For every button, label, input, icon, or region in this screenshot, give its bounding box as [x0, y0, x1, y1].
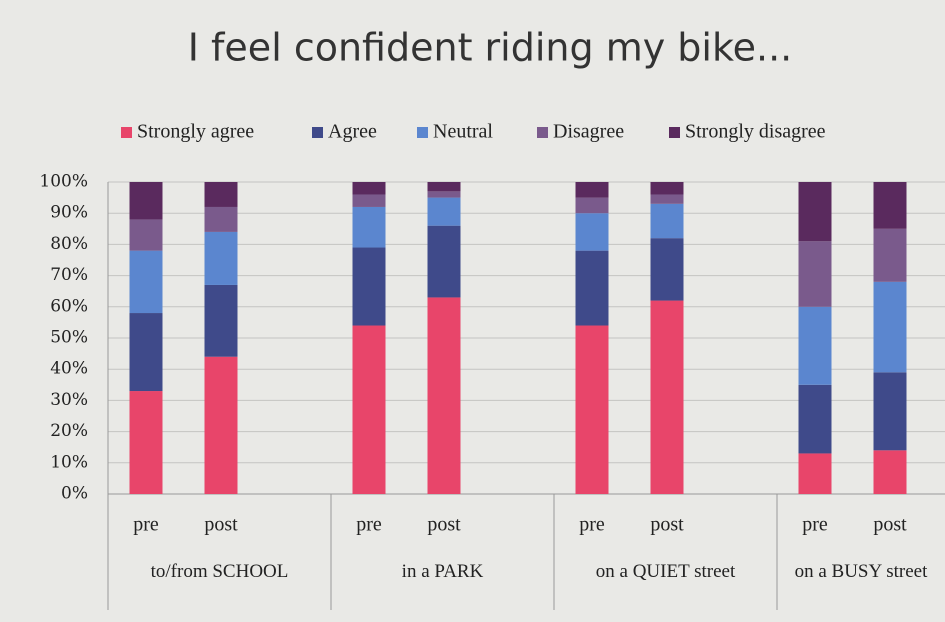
x-tick-label: post	[873, 514, 907, 536]
bar-segment	[204, 284, 238, 357]
y-tick-label: 10%	[50, 452, 88, 472]
legend-label: Strongly agree	[137, 121, 254, 143]
bar-segment	[575, 250, 609, 326]
bar-segment	[427, 297, 461, 494]
bar-segment	[427, 197, 461, 226]
bar-segment	[798, 182, 832, 242]
y-tick-label: 100%	[39, 172, 88, 192]
bar-segment	[575, 182, 609, 198]
bar-segment	[352, 247, 386, 326]
bar-segment	[650, 300, 684, 494]
bar-segment	[798, 306, 832, 385]
bar-segment	[352, 325, 386, 494]
x-tick-label: post	[650, 514, 684, 536]
group-label: to/from SCHOOL	[150, 561, 289, 582]
group-label: in a PARK	[401, 561, 484, 582]
bar-segment	[873, 450, 907, 494]
x-tick-label: pre	[579, 514, 605, 536]
bar-segment	[129, 250, 163, 314]
x-tick-label: post	[204, 514, 238, 536]
bar-segment	[427, 225, 461, 298]
bar-segment	[427, 191, 461, 198]
legend-swatch	[312, 127, 323, 138]
bar-segment	[873, 281, 907, 373]
bar-segment	[204, 206, 238, 232]
y-tick-label: 50%	[50, 328, 88, 348]
x-tick-label: pre	[133, 514, 159, 536]
y-tick-label: 60%	[50, 296, 88, 316]
group-label: on a QUIET street	[595, 561, 736, 582]
bar-segment	[204, 356, 238, 494]
x-tick-label: pre	[356, 514, 382, 536]
y-tick-label: 80%	[50, 234, 88, 254]
bar-segment	[873, 228, 907, 282]
legend-label: Neutral	[433, 121, 493, 143]
group-label: on a BUSY street	[794, 561, 928, 582]
bar-segment	[204, 182, 238, 207]
x-tick-label: pre	[802, 514, 828, 536]
bar-segment	[352, 206, 386, 248]
bar-segment	[650, 203, 684, 239]
bar-segment	[798, 241, 832, 307]
bar-segment	[129, 182, 163, 220]
bar-segment	[352, 194, 386, 207]
x-tick-label: post	[427, 514, 461, 536]
legend-label: Strongly disagree	[685, 121, 826, 143]
bar-segment	[575, 213, 609, 251]
y-tick-label: 90%	[50, 203, 88, 223]
legend-swatch	[669, 127, 680, 138]
bar-segment	[798, 384, 832, 454]
legend-label: Agree	[328, 121, 377, 143]
bar-segment	[650, 194, 684, 204]
bar-segment	[129, 219, 163, 251]
bar-segment	[129, 391, 163, 494]
legend-label: Disagree	[553, 121, 624, 143]
bar-segment	[427, 182, 461, 192]
bar-segment	[798, 453, 832, 494]
bar-segment	[575, 325, 609, 494]
bar-segment	[873, 182, 907, 229]
bar-segment	[873, 372, 907, 451]
y-tick-label: 70%	[50, 265, 88, 285]
y-tick-label: 30%	[50, 390, 88, 410]
legend-swatch	[417, 127, 428, 138]
legend-swatch	[121, 127, 132, 138]
bar-segment	[352, 182, 386, 195]
y-tick-label: 40%	[50, 359, 88, 379]
y-tick-label: 20%	[50, 421, 88, 441]
legend-swatch	[537, 127, 548, 138]
bar-segment	[575, 197, 609, 214]
y-tick-label: 0%	[61, 484, 88, 504]
bar-segment	[650, 182, 684, 195]
bar-segment	[650, 238, 684, 301]
chart-title: I feel confident riding my bike...	[188, 26, 792, 70]
bar-segment	[129, 313, 163, 392]
bar-segment	[204, 231, 238, 285]
